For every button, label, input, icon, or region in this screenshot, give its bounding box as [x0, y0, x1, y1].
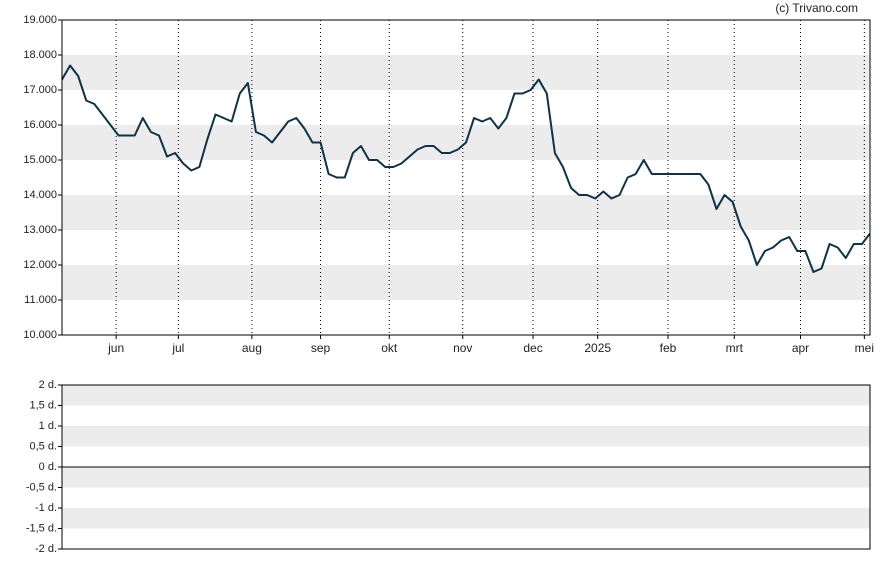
x-tick-label: jul: [171, 341, 184, 355]
x-tick-label: nov: [453, 341, 472, 355]
y-tick-label: 14.000: [23, 189, 57, 201]
y-tick-label: 13.000: [23, 224, 57, 236]
y-tick-label: -0,5 d.: [26, 481, 57, 493]
y-tick-label: 17.000: [23, 84, 57, 96]
x-tick-label: apr: [792, 341, 809, 355]
price-line: [61, 64, 871, 273]
y-tick-label: -1 d.: [35, 502, 57, 514]
y-tick-label: 0,5 d.: [29, 440, 57, 452]
y-tick-label: 11.000: [24, 294, 57, 306]
grid-band: [62, 195, 870, 230]
y-tick-label: 2 d.: [39, 379, 57, 391]
x-tick-label: dec: [523, 341, 542, 355]
y-tick-label: -1,5 d.: [26, 522, 57, 534]
grid-band: [62, 508, 870, 529]
x-tick-label: jun: [107, 341, 124, 355]
plot-frame: [61, 384, 871, 550]
grid-band: [62, 426, 870, 447]
x-tick-label: mrt: [726, 341, 744, 355]
grid-band: [62, 265, 870, 300]
grid-band: [62, 55, 870, 90]
x-tick-label: okt: [381, 341, 398, 355]
y-tick-label: 10.000: [23, 329, 57, 341]
y-tick-label: 16.000: [23, 119, 57, 131]
y-tick-label: 0 d.: [39, 461, 57, 473]
plot-frame: [61, 19, 871, 336]
y-tick-label: 1 d.: [39, 420, 57, 432]
y-tick-label: 15.000: [23, 154, 57, 166]
y-tick-label: 12.000: [23, 259, 57, 271]
grid-band: [62, 467, 870, 488]
x-tick-label: feb: [660, 341, 677, 355]
y-tick-label: -2 d.: [35, 543, 57, 555]
x-tick-label: 2025: [584, 341, 611, 355]
y-tick-label: 1,5 d.: [29, 399, 57, 411]
x-tick-label: mei: [855, 341, 874, 355]
x-tick-label: sep: [311, 341, 331, 355]
x-tick-label: aug: [242, 341, 262, 355]
credit: (c) Trivano.com: [775, 1, 858, 15]
y-tick-label: 19.000: [23, 14, 57, 26]
grid-band: [62, 385, 870, 406]
y-tick-label: 18.000: [23, 49, 57, 61]
